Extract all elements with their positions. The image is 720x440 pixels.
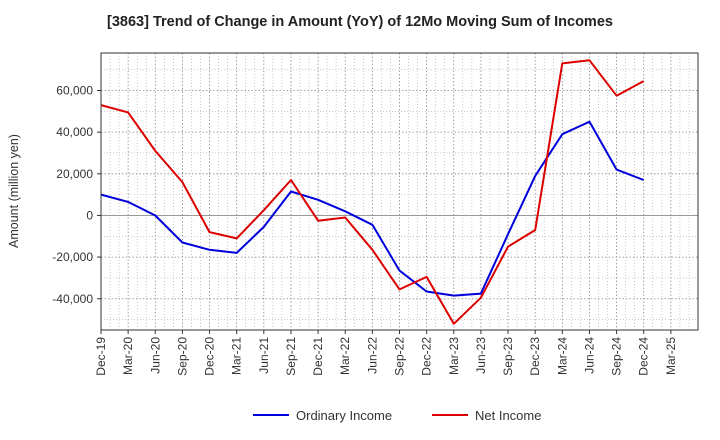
x-tick-label: Jun-21 [257, 337, 271, 374]
x-tick-label: Dec-22 [420, 337, 434, 376]
x-tick-label: Dec-24 [637, 337, 651, 376]
x-tick-label: Sep-24 [610, 337, 624, 376]
series-line-net-income [100, 59, 645, 325]
y-tick-label: -20,000 [52, 250, 93, 264]
y-tick-label: 0 [86, 208, 93, 222]
x-tick-label: Dec-23 [528, 337, 542, 376]
x-tick-label: Jun-24 [582, 337, 596, 374]
x-tick-label: Jun-23 [474, 337, 488, 374]
series-group [100, 59, 645, 325]
x-tick-label: Mar-23 [447, 337, 461, 375]
y-axis-label: Amount (million yen) [7, 134, 21, 248]
x-tick-label: Dec-21 [311, 337, 325, 376]
y-tick-label: -40,000 [52, 292, 93, 306]
x-tick-label: Dec-19 [94, 337, 108, 376]
x-tick-label: Mar-25 [664, 337, 678, 375]
chart-title: [3863] Trend of Change in Amount (YoY) o… [107, 14, 613, 30]
series-line-ordinary-income [100, 120, 645, 297]
x-tick-label: Mar-20 [121, 337, 135, 375]
legend: Ordinary Income Net Income [253, 408, 541, 423]
x-tick-label: Sep-22 [393, 337, 407, 376]
x-tick-label: Sep-23 [501, 337, 515, 376]
x-tick-label: Dec-20 [203, 337, 217, 376]
x-tick-label: Jun-20 [148, 337, 162, 374]
legend-label-net-income: Net Income [475, 408, 541, 423]
legend-label-ordinary-income: Ordinary Income [296, 408, 392, 423]
x-tick-label: Mar-24 [555, 337, 569, 375]
x-tick-label: Sep-21 [284, 337, 298, 376]
y-tick-label: 60,000 [56, 83, 93, 97]
x-axis-ticks: Dec-19 Mar-20 Jun-20 Sep-20 Dec-20 Mar-21 Jun-… [94, 330, 678, 376]
x-tick-label: Sep-20 [175, 337, 189, 376]
x-tick-label: Mar-22 [338, 337, 352, 375]
y-tick-label: 20,000 [56, 167, 93, 181]
x-tick-label: Mar-21 [230, 337, 244, 375]
y-tick-label: 40,000 [56, 125, 93, 139]
y-axis-ticks: -40,000 -20,000 0 20,000 40,000 60,000 [52, 83, 101, 306]
x-tick-label: Jun-22 [365, 337, 379, 374]
